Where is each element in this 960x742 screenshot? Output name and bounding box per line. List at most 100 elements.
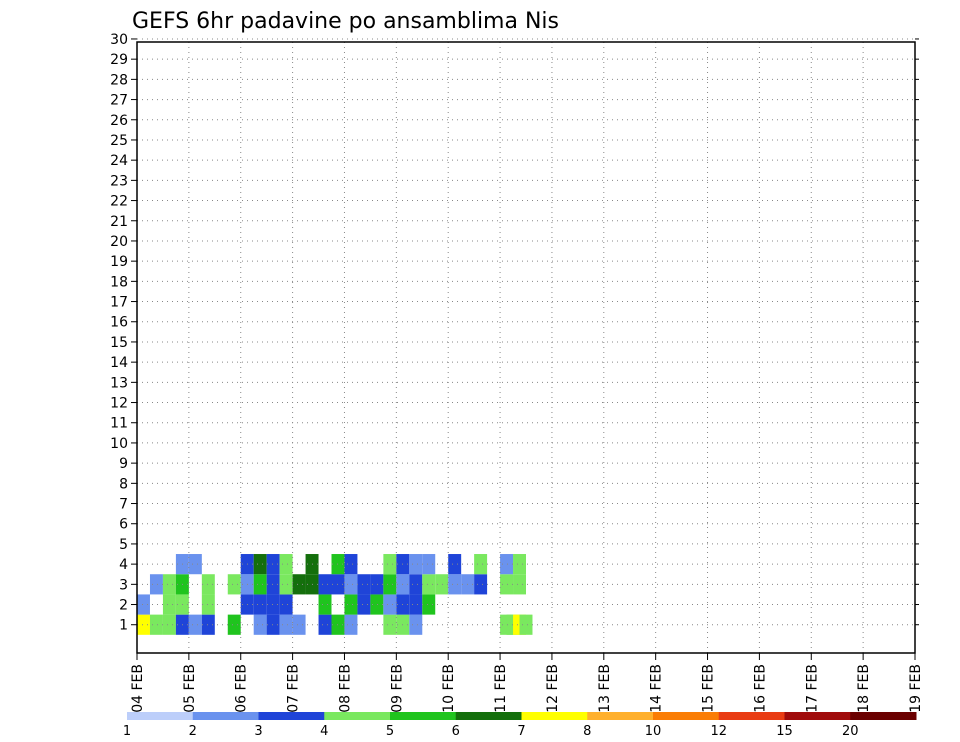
data-cell bbox=[435, 574, 449, 595]
legend-label: 20 bbox=[842, 724, 859, 739]
data-cell bbox=[474, 574, 488, 595]
y-tick-label: 12 bbox=[110, 396, 128, 412]
data-cell bbox=[474, 554, 488, 575]
x-tick-label: 09 FEB bbox=[389, 664, 405, 713]
legend-swatch bbox=[521, 712, 588, 720]
data-cell bbox=[513, 574, 526, 595]
data-cell bbox=[500, 554, 514, 575]
x-tick-label: 18 FEB bbox=[856, 664, 872, 713]
legend-swatch bbox=[390, 712, 457, 720]
data-cell bbox=[266, 594, 280, 615]
y-tick-label: 7 bbox=[119, 497, 128, 513]
x-tick-label: 07 FEB bbox=[286, 664, 302, 713]
data-cell bbox=[227, 614, 241, 635]
x-tick-label: 10 FEB bbox=[441, 664, 457, 713]
x-tick-label: 11 FEB bbox=[493, 664, 509, 713]
data-cell bbox=[266, 574, 280, 595]
x-tick-label: 13 FEB bbox=[597, 664, 613, 713]
data-cell bbox=[279, 594, 293, 615]
data-cell bbox=[279, 574, 293, 595]
y-tick-label: 28 bbox=[110, 72, 128, 88]
y-tick-label: 19 bbox=[110, 254, 128, 270]
y-tick-label: 16 bbox=[110, 315, 128, 331]
y-tick-label: 3 bbox=[119, 577, 128, 593]
data-cell bbox=[448, 574, 462, 595]
data-cell bbox=[422, 594, 436, 615]
legend-label: 6 bbox=[452, 724, 460, 739]
y-tick-label: 11 bbox=[110, 416, 128, 432]
y-tick-label: 6 bbox=[119, 517, 128, 533]
data-cell bbox=[188, 614, 202, 635]
data-cell bbox=[162, 594, 176, 615]
data-cell bbox=[318, 574, 332, 595]
data-cell bbox=[383, 554, 397, 575]
data-cell bbox=[149, 574, 163, 595]
y-tick-label: 1 bbox=[119, 618, 128, 634]
x-tick-label: 15 FEB bbox=[701, 664, 717, 713]
x-axis: 04 FEB 05 FEB 06 FEB 07 FEB 08 FEB 09 FEB 10 F… bbox=[130, 653, 924, 713]
legend-label: 8 bbox=[583, 724, 591, 739]
data-cell bbox=[422, 554, 436, 575]
y-tick-label: 15 bbox=[110, 335, 128, 351]
legend-label: 4 bbox=[320, 724, 328, 739]
legend-swatch bbox=[587, 712, 654, 720]
y-tick-label: 18 bbox=[110, 274, 128, 290]
legend-label: 12 bbox=[710, 724, 727, 739]
data-cell bbox=[201, 614, 215, 635]
y-tick-label: 8 bbox=[119, 476, 128, 492]
y-axis: 1234567891011121314151617181920212223242… bbox=[110, 32, 919, 634]
data-cell bbox=[292, 574, 306, 595]
legend-label: 1 bbox=[123, 724, 131, 739]
legend-swatch bbox=[324, 712, 391, 720]
data-cell bbox=[137, 614, 150, 635]
data-cell bbox=[188, 554, 202, 575]
data-cell bbox=[162, 574, 176, 595]
legend-label: 15 bbox=[776, 724, 793, 739]
data-cell bbox=[422, 574, 436, 595]
data-cell bbox=[370, 594, 384, 615]
data-cell bbox=[383, 614, 397, 635]
data-cell bbox=[513, 554, 526, 575]
legend-label: 5 bbox=[386, 724, 394, 739]
legend-swatch bbox=[718, 712, 785, 720]
legend-label: 2 bbox=[189, 724, 197, 739]
legend-label: 7 bbox=[517, 724, 525, 739]
data-cell bbox=[253, 594, 267, 615]
data-cell bbox=[266, 554, 280, 575]
y-tick-label: 5 bbox=[119, 537, 128, 553]
y-tick-label: 14 bbox=[110, 355, 128, 371]
y-tick-label: 23 bbox=[110, 173, 128, 189]
data-cell bbox=[357, 574, 371, 595]
y-tick-label: 27 bbox=[110, 93, 128, 109]
legend-swatch bbox=[850, 712, 917, 720]
y-tick-label: 17 bbox=[110, 295, 128, 311]
x-tick-label: 12 FEB bbox=[545, 664, 561, 713]
data-cell bbox=[253, 614, 267, 635]
data-cell bbox=[344, 574, 358, 595]
y-tick-label: 26 bbox=[110, 113, 128, 129]
y-tick-label: 13 bbox=[110, 375, 128, 391]
data-cell bbox=[162, 614, 176, 635]
data-cell bbox=[201, 594, 215, 615]
legend-swatch bbox=[653, 712, 720, 720]
legend-swatch bbox=[127, 712, 194, 720]
data-cell bbox=[409, 554, 423, 575]
x-tick-label: 14 FEB bbox=[649, 664, 665, 713]
x-tick-label: 16 FEB bbox=[752, 664, 768, 713]
data-cell bbox=[500, 574, 514, 595]
data-cell bbox=[519, 614, 533, 635]
x-tick-label: 06 FEB bbox=[234, 664, 250, 713]
y-tick-label: 4 bbox=[119, 557, 128, 573]
data-cell bbox=[137, 594, 150, 615]
data-cell bbox=[409, 574, 423, 595]
data-cell bbox=[279, 554, 293, 575]
data-cell bbox=[370, 574, 384, 595]
chart-title: GEFS 6hr padavine po ansamblima Nis bbox=[132, 9, 559, 34]
data-cell bbox=[344, 554, 358, 575]
legend-label: 3 bbox=[254, 724, 262, 739]
data-cell bbox=[357, 594, 371, 615]
legend-swatch bbox=[258, 712, 325, 720]
data-cell bbox=[292, 614, 306, 635]
x-tick-label: 04 FEB bbox=[130, 664, 146, 713]
